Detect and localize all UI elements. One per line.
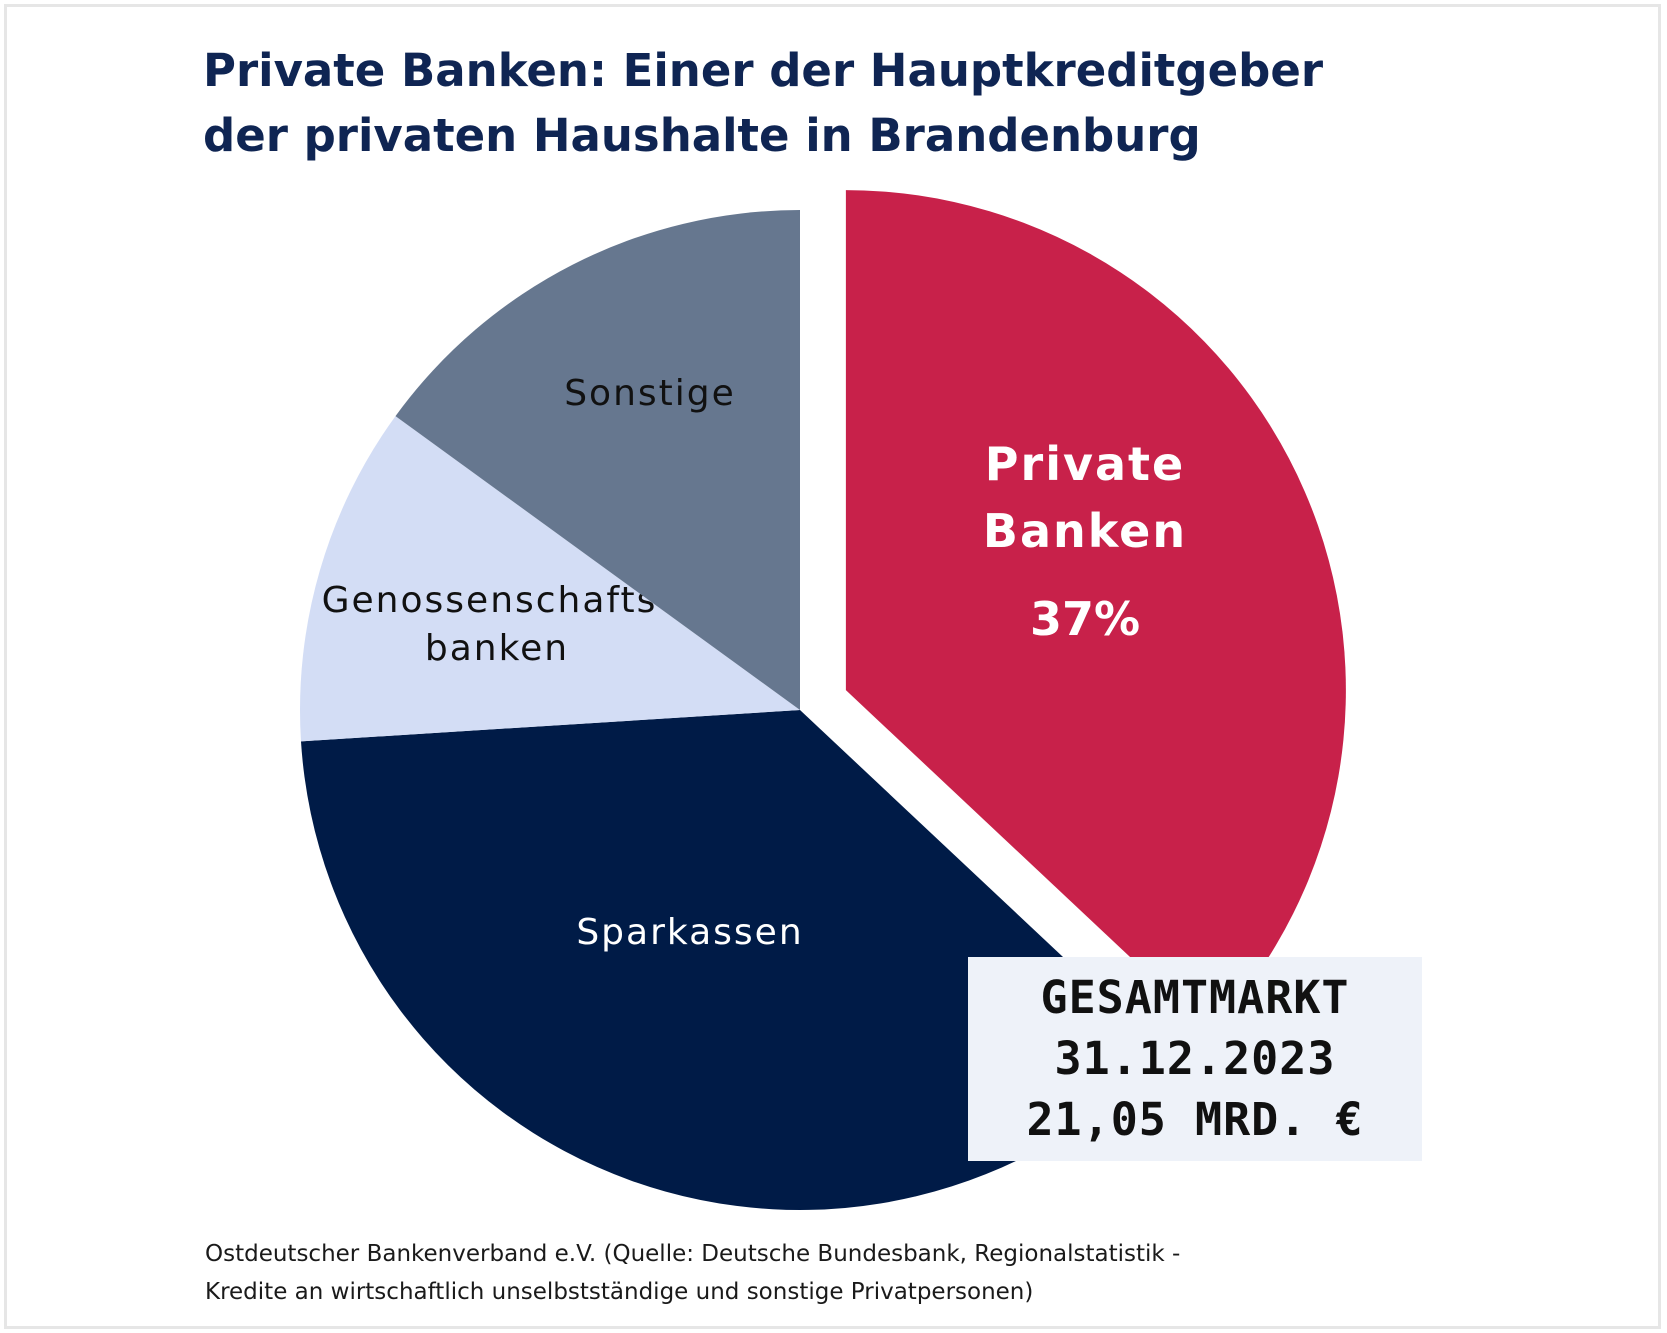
total-market-amount: 21,05 MRD. € [1026, 1093, 1364, 1146]
slice-label-genossenschaftsbanken-2: banken [425, 628, 569, 669]
chart-title-line-1: Private Banken: Einer der Hauptkreditgeb… [203, 44, 1324, 97]
pie-slice-genossenschaftsbanken [300, 416, 800, 742]
slice-label-sonstige-1: Sonstige [564, 373, 736, 414]
slice-label-private-2: Banken [983, 504, 1187, 558]
chart-title-line-2: der privaten Haushalte in Brandenburg [203, 109, 1201, 162]
slice-label-genossenschaftsbanken-1: Genossenschafts- [322, 580, 673, 621]
total-market-date: 31.12.2023 [1054, 1032, 1336, 1085]
source-line-2: Kredite an wirtschaftlich unselbstständi… [205, 1279, 1034, 1305]
slice-label-sparkassen-1: Sparkassen [576, 912, 803, 953]
source-note: Ostdeutscher Bankenverband e.V. (Quelle:… [205, 1235, 1505, 1311]
slice-label-private-1: Private [985, 437, 1185, 491]
slice-value-private: 37% [1030, 592, 1140, 646]
total-market-box: GESAMTMARKT 31.12.2023 21,05 MRD. € [968, 957, 1422, 1161]
total-market-label: GESAMTMARKT [1040, 971, 1350, 1024]
pie-slice-sonstige [395, 210, 800, 710]
source-line-1: Ostdeutscher Bankenverband e.V. (Quelle:… [205, 1241, 1181, 1267]
chart-title: Private Banken: Einer der Hauptkreditgeb… [203, 38, 1453, 168]
pie-slice-sparkassen [300, 710, 1165, 1210]
pie-slice-private [845, 190, 1346, 1033]
